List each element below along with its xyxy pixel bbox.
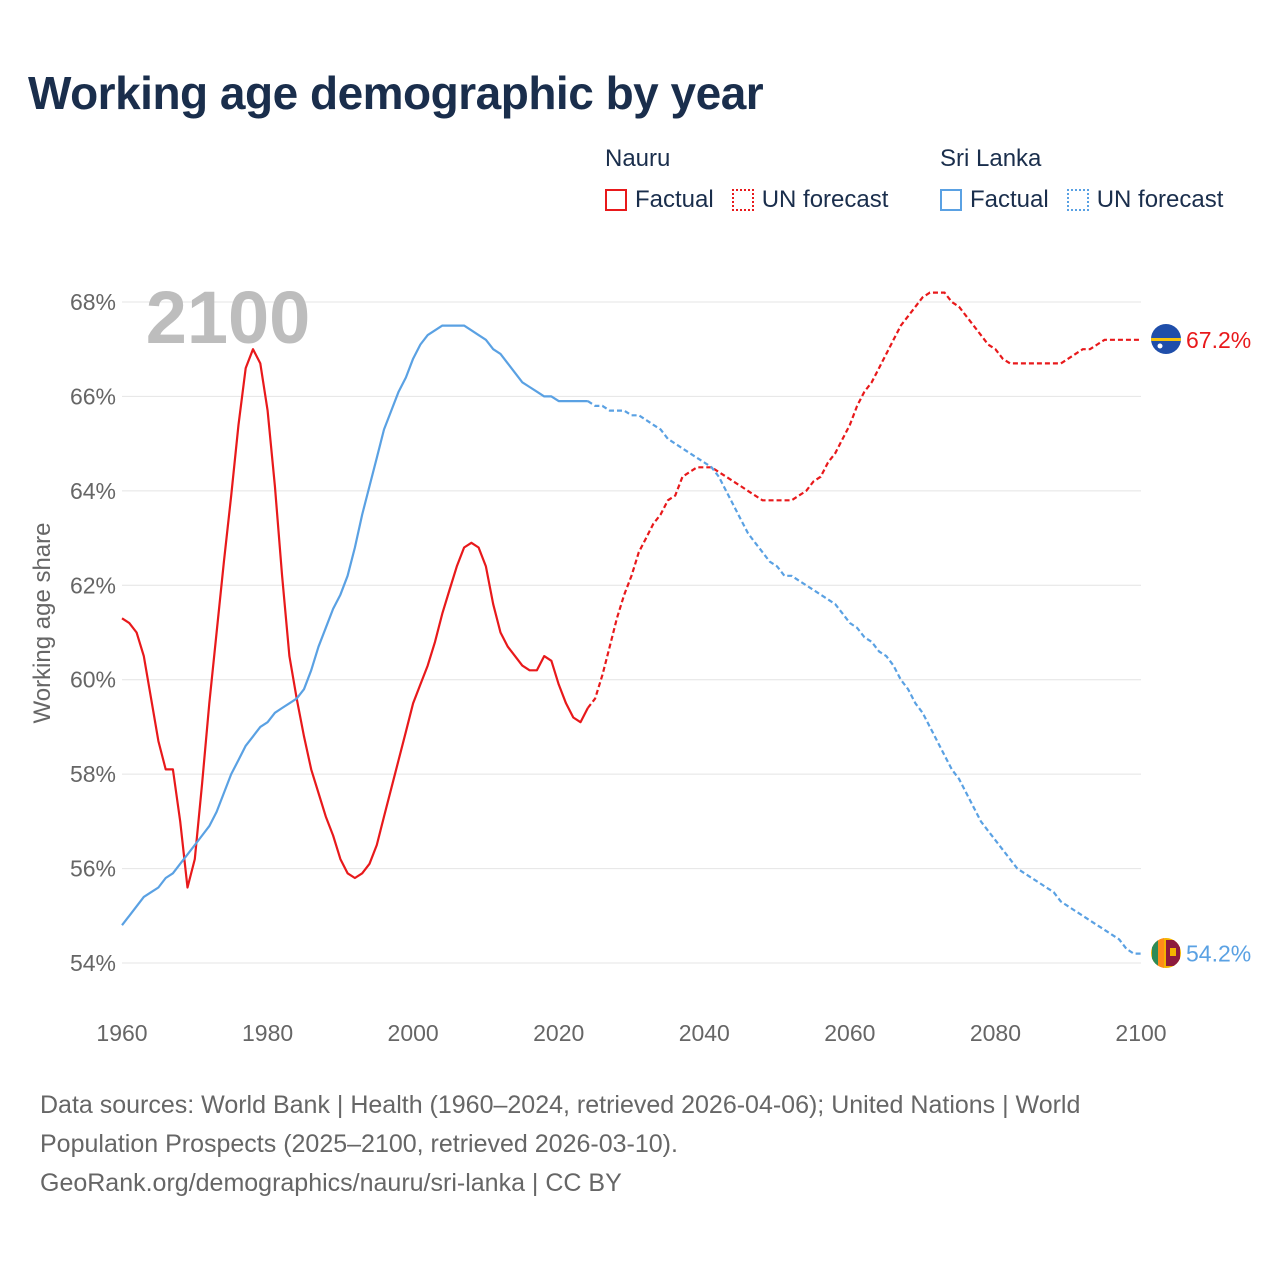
y-tick-label: 58% bbox=[70, 761, 116, 787]
legend-swatch-solid bbox=[940, 189, 962, 211]
x-tick-label: 2060 bbox=[824, 1020, 875, 1046]
legend-group-title: Nauru bbox=[605, 145, 671, 172]
sri-lanka-forecast-line[interactable] bbox=[587, 400, 1141, 955]
y-tick-label: 54% bbox=[70, 950, 116, 976]
y-tick-label: 56% bbox=[70, 856, 116, 882]
x-tick-label: 2000 bbox=[388, 1020, 439, 1046]
footer-link[interactable]: GeoRank.org/demographics/nauru/sri-lanka… bbox=[40, 1169, 622, 1197]
footer-line: Data sources: World Bank | Health (1960–… bbox=[40, 1091, 1081, 1119]
legend-group-sri-lanka: Sri Lanka Factual UN forecast bbox=[940, 144, 1241, 214]
legend-swatch-solid bbox=[605, 189, 627, 211]
legend-label: Factual bbox=[970, 186, 1049, 213]
legend-label: UN forecast bbox=[1096, 186, 1224, 213]
x-tick-label: 2040 bbox=[679, 1020, 730, 1046]
end-markers: 67.2% 54.2% bbox=[1151, 324, 1251, 968]
sri-lanka-flag-icon bbox=[1151, 938, 1181, 968]
series-lines bbox=[121, 291, 1141, 955]
y-axis-label: Working age share bbox=[29, 523, 56, 724]
legend-label: UN forecast bbox=[761, 186, 889, 213]
x-tick-label: 2080 bbox=[970, 1020, 1021, 1046]
sri-lanka-factual-line[interactable] bbox=[121, 324, 588, 926]
footer-line: Population Prospects (2025–2100, retriev… bbox=[40, 1130, 678, 1158]
y-tick-label: 60% bbox=[70, 667, 116, 693]
legend-item-sri-lanka-forecast[interactable]: UN forecast bbox=[1066, 186, 1224, 214]
y-axis-ticks: 54% 56% 58% 60% 62% 64% 66% 68% bbox=[70, 289, 116, 976]
nauru-flag-icon bbox=[1151, 324, 1181, 354]
legend-swatch-dotted bbox=[1066, 189, 1089, 211]
y-tick-label: 62% bbox=[70, 572, 116, 598]
footer-sources: Data sources: World Bank | Health (1960–… bbox=[40, 1086, 1240, 1203]
legend-group-nauru: Nauru Factual UN forecast bbox=[605, 144, 906, 214]
year-watermark: 2100 bbox=[146, 276, 311, 359]
legend-label: Factual bbox=[635, 186, 714, 213]
nauru-end-value-label: 67.2% bbox=[1186, 327, 1251, 353]
y-tick-label: 68% bbox=[70, 289, 116, 315]
sri-lanka-end-value-label: 54.2% bbox=[1186, 941, 1251, 967]
line-chart: 2100 54% 56% 58% 60% 62% 64% 66% 68% 1960 1980 20… bbox=[29, 276, 1251, 1046]
legend-group-title: Sri Lanka bbox=[940, 145, 1042, 172]
nauru-forecast-line[interactable] bbox=[586, 291, 1141, 709]
chart-title: Working age demographic by year bbox=[28, 67, 764, 119]
x-tick-label: 2020 bbox=[533, 1020, 584, 1046]
y-tick-label: 64% bbox=[70, 478, 116, 504]
y-tick-label: 66% bbox=[70, 383, 116, 409]
grid-lines bbox=[122, 301, 1141, 964]
x-tick-label: 1980 bbox=[242, 1020, 293, 1046]
x-tick-label: 1960 bbox=[96, 1020, 147, 1046]
legend-swatch-dotted bbox=[731, 189, 754, 211]
legend-item-sri-lanka-factual[interactable]: Factual bbox=[940, 186, 1049, 214]
legend-item-nauru-factual[interactable]: Factual bbox=[605, 186, 714, 214]
x-tick-label: 2100 bbox=[1115, 1020, 1166, 1046]
x-axis-ticks: 1960 1980 2000 2020 2040 2060 2080 2100 bbox=[96, 1020, 1166, 1046]
legend-item-nauru-forecast[interactable]: UN forecast bbox=[731, 186, 889, 214]
nauru-factual-line[interactable] bbox=[121, 348, 589, 889]
